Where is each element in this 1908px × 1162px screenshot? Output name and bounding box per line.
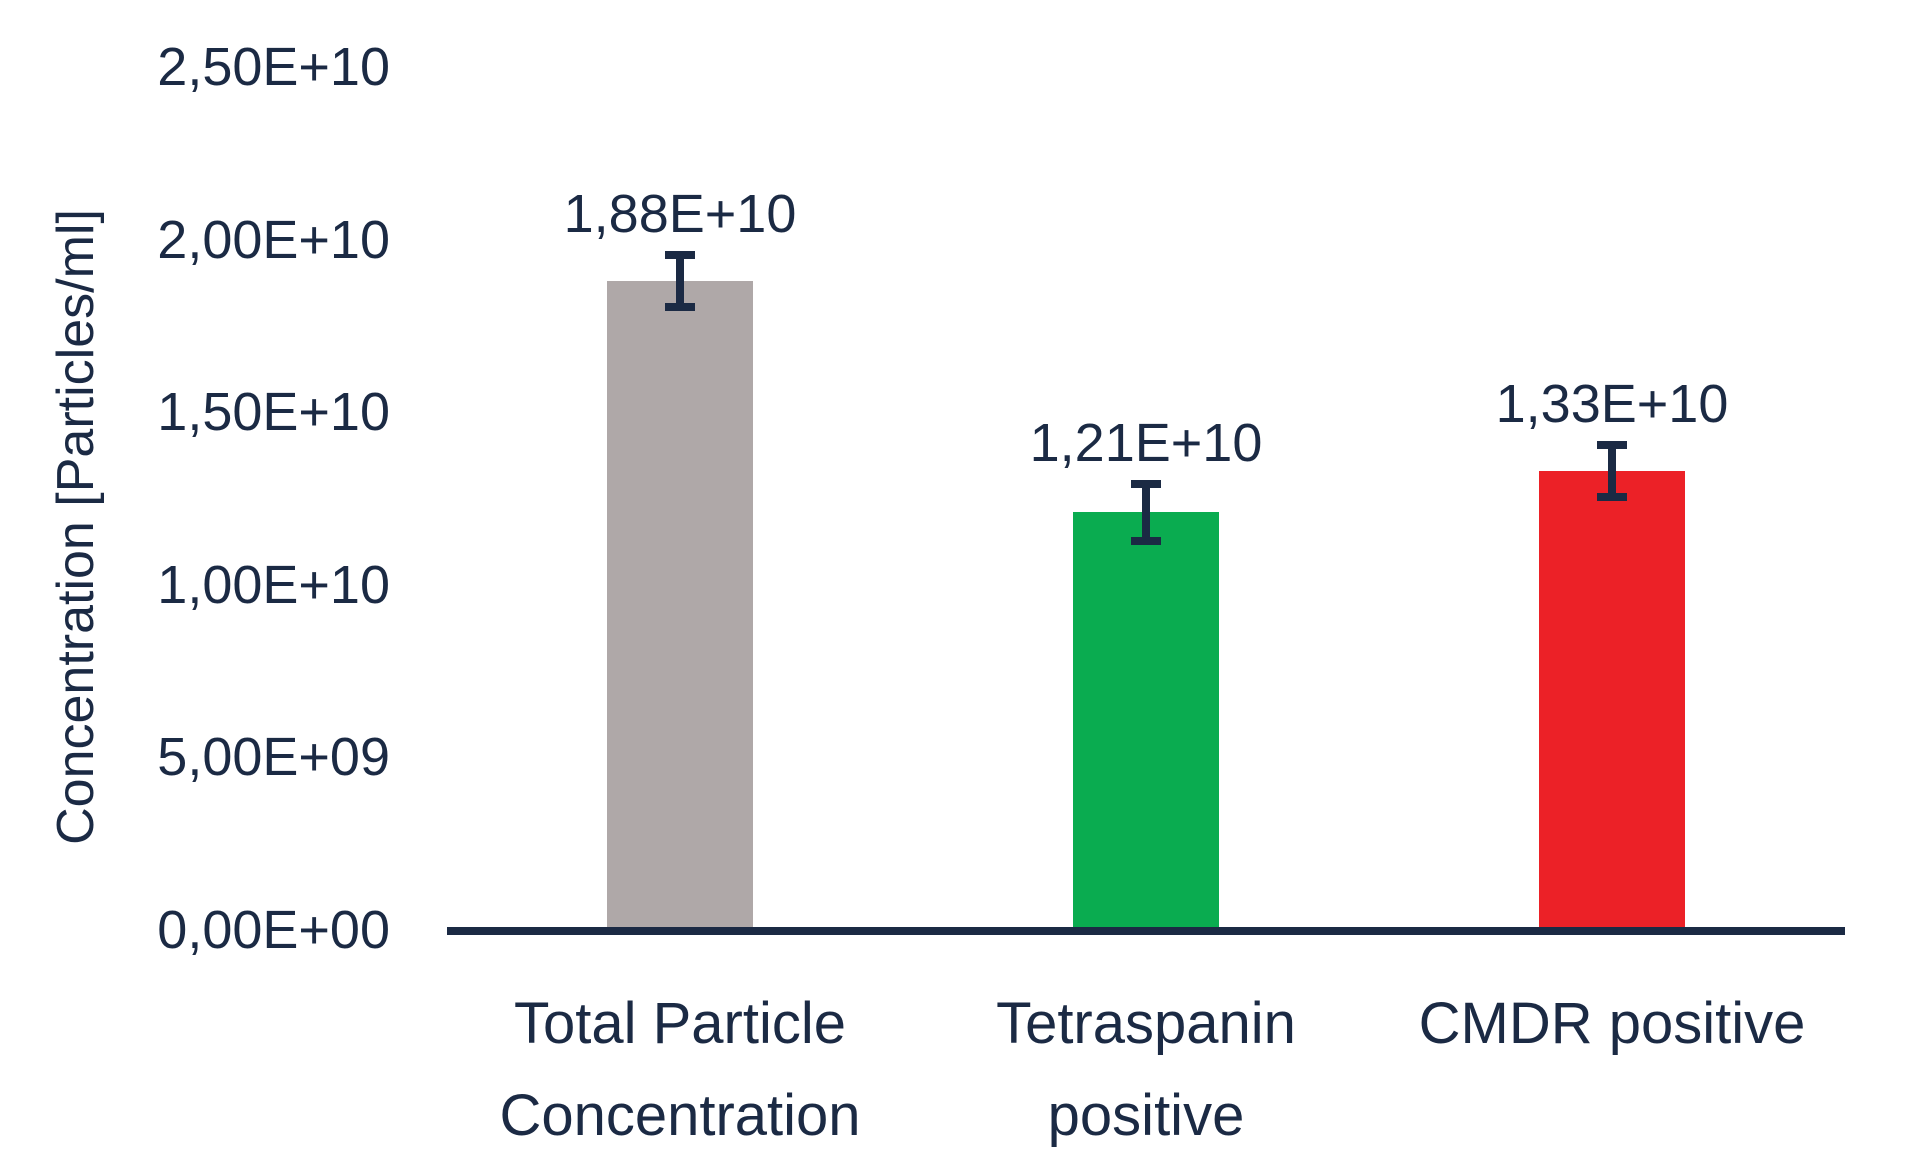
error-bar-cap-top <box>1131 479 1161 488</box>
error-bar-cap-top <box>665 250 695 259</box>
error-bar-cap-bottom <box>1131 536 1161 545</box>
error-bar-cap-top <box>1597 440 1627 449</box>
error-bar-line <box>676 250 684 312</box>
y-tick-label: 1,00E+10 <box>157 554 390 615</box>
x-category-label: CMDR positive <box>1418 991 1806 1056</box>
y-tick-label: 2,00E+10 <box>157 209 390 270</box>
y-tick-label: 2,50E+10 <box>157 37 390 97</box>
error-bar-line <box>1142 479 1150 545</box>
bar-value-label: 1,88E+10 <box>563 183 797 244</box>
x-category-label: Total Particle Concentration <box>499 991 861 1148</box>
error-bar-cap-bottom <box>665 303 695 312</box>
y-tick-label: 0,00E+00 <box>157 900 390 960</box>
error-bar-line <box>1608 440 1616 502</box>
bar-tetraspanin-positive <box>1073 512 1219 930</box>
x-category-label: Tetraspanin positive <box>996 991 1296 1148</box>
bar-value-label: 1,21E+10 <box>1029 412 1263 473</box>
x-axis-line <box>447 927 1845 935</box>
y-tick-label: 5,00E+09 <box>157 727 390 788</box>
error-bar-cap-bottom <box>1597 493 1627 502</box>
y-tick-label: 1,50E+10 <box>157 382 390 443</box>
bar-cmdr-positive <box>1539 470 1685 930</box>
bar-total-particle-concentration <box>607 281 753 930</box>
bar-value-label: 1,33E+10 <box>1495 373 1729 434</box>
